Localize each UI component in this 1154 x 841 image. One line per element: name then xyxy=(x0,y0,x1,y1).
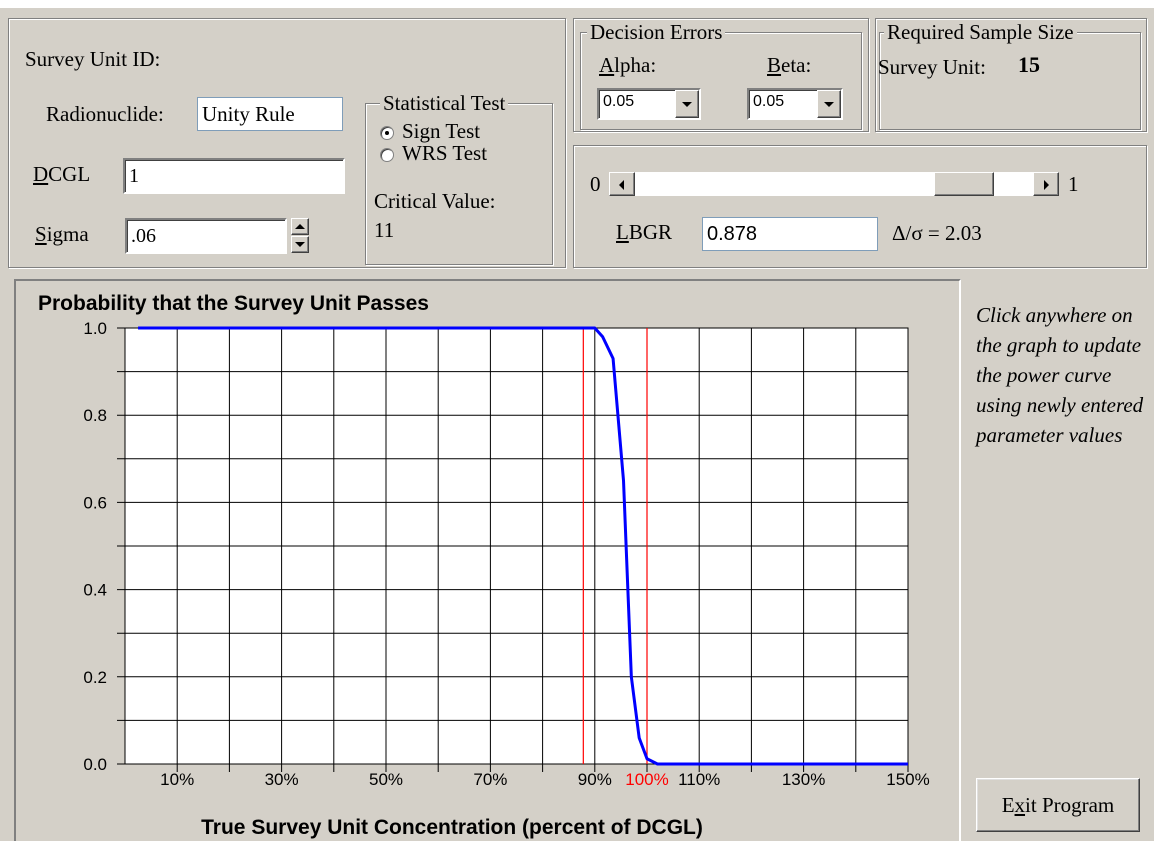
graph-hint-text: Click anywhere on the graph to update th… xyxy=(976,303,1144,447)
y-tick-label: 0.8 xyxy=(83,406,107,425)
radionuclide-field[interactable]: Unity Rule xyxy=(197,97,343,131)
y-tick-label: 0.4 xyxy=(83,581,107,600)
x-tick-label: 50% xyxy=(369,770,403,789)
decision-errors-group: Decision Errors Alpha: 0.05 Beta: 0.05 xyxy=(580,20,862,130)
y-tick-label: 0.2 xyxy=(83,668,107,687)
beta-select-value: 0.05 xyxy=(753,93,785,110)
chevron-down-icon xyxy=(824,102,834,107)
exit-program-button[interactable]: Exit Program xyxy=(976,778,1140,832)
alpha-select-value: 0.05 xyxy=(603,93,635,110)
alpha-select[interactable]: 0.05 xyxy=(597,88,701,120)
beta-label: Beta: xyxy=(767,53,812,77)
sign-test-radio[interactable] xyxy=(380,126,394,140)
lbgr-panel: 0 1 LBGR 0.878 Δ/σ = 2.03 xyxy=(573,145,1147,268)
lbgr-label: LBGR xyxy=(616,220,673,244)
y-tick-label: 1.0 xyxy=(83,319,107,338)
slider-max-label: 1 xyxy=(1068,172,1079,196)
chart-x-axis-label: True Survey Unit Concentration (percent … xyxy=(201,816,703,839)
statistical-test-group: Statistical Test Sign Test WRS Test Crit… xyxy=(365,91,553,265)
wrs-test-radio[interactable] xyxy=(380,148,394,162)
slider-right-button[interactable] xyxy=(1033,172,1059,196)
spin-up-icon xyxy=(295,224,305,229)
statistical-test-legend: Statistical Test xyxy=(380,91,509,115)
sample-size-value: 15 xyxy=(1018,52,1040,77)
arrow-left-icon xyxy=(619,180,624,190)
alpha-dropdown-button[interactable] xyxy=(675,90,699,118)
lbgr-slider[interactable] xyxy=(608,171,1060,197)
x-tick-label: 110% xyxy=(678,770,720,789)
decision-errors-legend: Decision Errors xyxy=(587,20,726,44)
sample-size-legend: Required Sample Size xyxy=(884,20,1077,44)
sigma-label: Sigma xyxy=(35,222,89,246)
sigma-spin-up-button[interactable] xyxy=(291,218,309,235)
slider-left-button[interactable] xyxy=(609,172,635,196)
beta-select[interactable]: 0.05 xyxy=(747,88,843,120)
spin-down-icon xyxy=(295,242,305,247)
y-tick-label: 0.6 xyxy=(83,493,107,512)
chart-title: Probability that the Survey Unit Passes xyxy=(38,292,429,315)
power-curve-chart[interactable]: Probability that the Survey Unit Passes … xyxy=(16,281,959,841)
sigma-spin-down-button[interactable] xyxy=(291,236,309,253)
delta-sigma-value: Δ/σ = 2.03 xyxy=(892,221,982,245)
dcgl-label: DCGL xyxy=(33,162,91,186)
sample-size-label: Survey Unit: xyxy=(878,55,986,79)
x-tick-label: 130% xyxy=(782,770,825,789)
title-bar xyxy=(0,0,1154,8)
chevron-down-icon xyxy=(682,102,692,107)
power-curve-line xyxy=(138,326,908,766)
slider-thumb[interactable] xyxy=(933,172,994,196)
arrow-right-icon xyxy=(1044,180,1049,190)
alpha-label: Alpha: xyxy=(599,53,657,77)
beta-dropdown-button[interactable] xyxy=(817,90,841,118)
x-tick-label: 150% xyxy=(886,770,929,789)
wrs-test-label[interactable]: WRS Test xyxy=(402,141,488,165)
survey-unit-panel: Survey Unit ID: Radionuclide: Unity Rule… xyxy=(8,18,566,268)
survey-unit-id-label: Survey Unit ID: xyxy=(25,47,161,71)
x-tick-label: 100% xyxy=(625,770,668,789)
radionuclide-label: Radionuclide: xyxy=(46,102,164,126)
critical-value: 11 xyxy=(374,218,395,242)
x-tick-label: 90% xyxy=(578,770,612,789)
sample-size-group: Required Sample Size Survey Unit: 15 xyxy=(878,20,1141,130)
power-curve-graph[interactable]: Probability that the Survey Unit Passes … xyxy=(14,279,961,841)
dcgl-field[interactable]: 1 xyxy=(123,158,345,194)
slider-min-label: 0 xyxy=(590,172,601,196)
decision-errors-panel xyxy=(573,18,869,132)
critical-value-label: Critical Value: xyxy=(374,189,496,213)
lbgr-field[interactable]: 0.878 xyxy=(702,217,878,251)
y-tick-label: 0.0 xyxy=(83,755,107,774)
x-tick-label: 70% xyxy=(473,770,507,789)
x-tick-label: 30% xyxy=(265,770,299,789)
x-tick-label: 10% xyxy=(160,770,194,789)
sample-size-panel xyxy=(875,18,1147,132)
sigma-field[interactable]: .06 xyxy=(125,218,287,254)
sign-test-label[interactable]: Sign Test xyxy=(402,119,481,143)
